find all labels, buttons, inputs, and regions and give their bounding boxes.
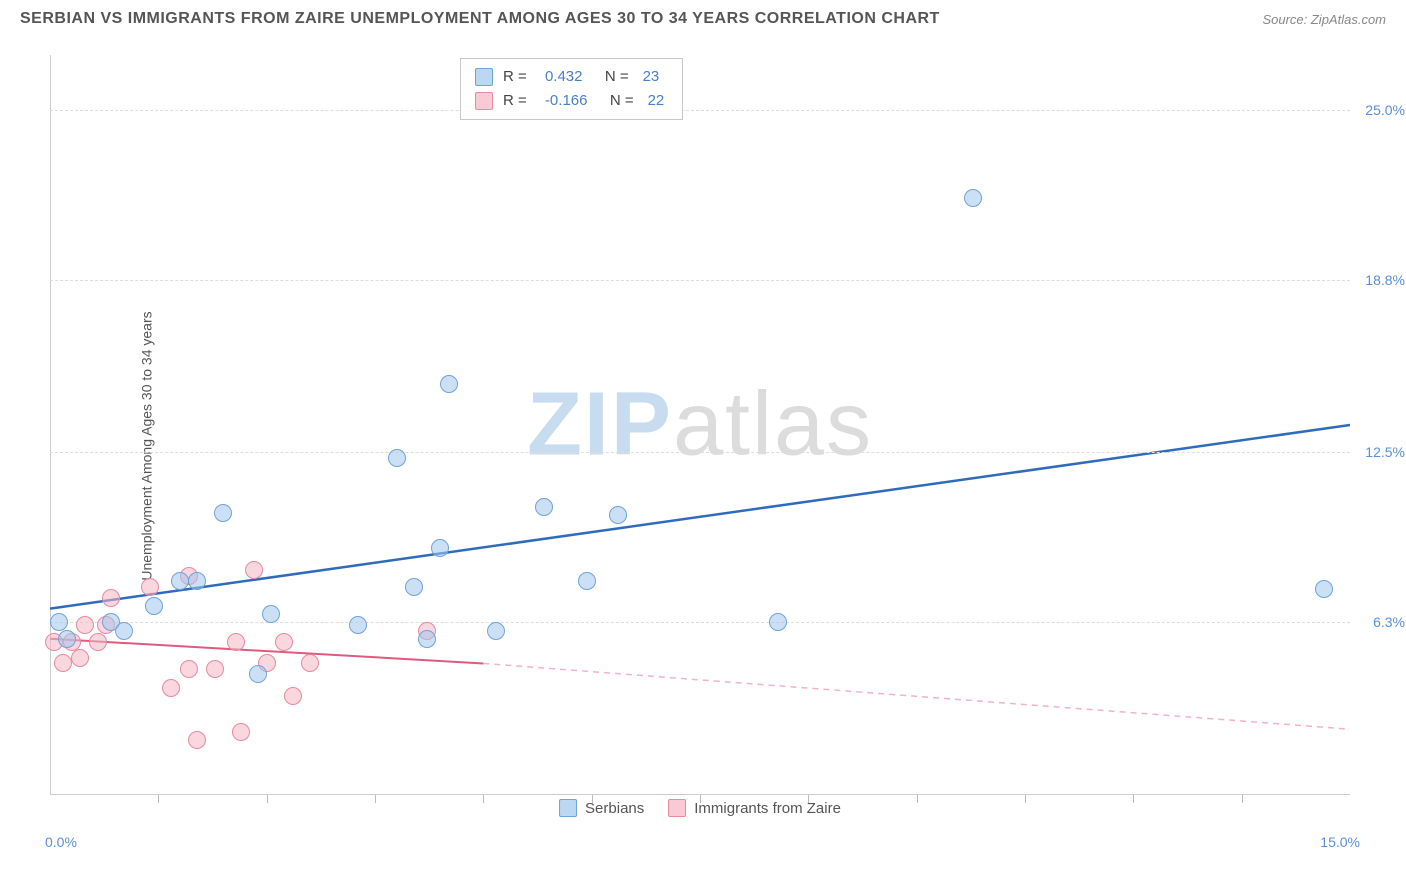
y-tick-label: 25.0% [1365, 102, 1405, 118]
legend-row-zaire: R = -0.166 N = 22 [475, 89, 668, 113]
point-serbians [188, 572, 206, 590]
grid-line-h [50, 622, 1350, 623]
y-tick-label: 6.3% [1373, 614, 1405, 630]
plot-area: 6.3%12.5%18.8%25.0%0.0%15.0% [50, 55, 1350, 825]
x-tick-mark [267, 795, 268, 803]
swatch-blue [559, 799, 577, 817]
swatch-pink [668, 799, 686, 817]
point-zaire [180, 660, 198, 678]
grid-line-h [50, 110, 1350, 111]
x-tick-mark [158, 795, 159, 803]
point-zaire [162, 679, 180, 697]
point-zaire [54, 654, 72, 672]
swatch-pink [475, 92, 493, 110]
point-serbians [262, 605, 280, 623]
point-zaire [76, 616, 94, 634]
x-tick-label: 0.0% [45, 834, 77, 850]
x-tick-mark [1242, 795, 1243, 803]
point-serbians [50, 613, 68, 631]
point-zaire [227, 633, 245, 651]
point-zaire [141, 578, 159, 596]
grid-line-h [50, 452, 1350, 453]
x-tick-label: 15.0% [1320, 834, 1360, 850]
y-tick-label: 18.8% [1365, 272, 1405, 288]
correlation-legend: R = 0.432 N = 23 R = -0.166 N = 22 [460, 58, 683, 120]
trend-lines [50, 55, 1350, 825]
point-zaire [245, 561, 263, 579]
point-serbians [249, 665, 267, 683]
x-tick-mark [375, 795, 376, 803]
legend-row-serbians: R = 0.432 N = 23 [475, 65, 668, 89]
point-zaire [89, 633, 107, 651]
legend-item-zaire: Immigrants from Zaire [668, 799, 841, 817]
x-tick-mark [917, 795, 918, 803]
point-serbians [487, 622, 505, 640]
point-serbians [214, 504, 232, 522]
point-serbians [609, 506, 627, 524]
point-serbians [431, 539, 449, 557]
point-zaire [284, 687, 302, 705]
swatch-blue [475, 68, 493, 86]
y-tick-label: 12.5% [1365, 444, 1405, 460]
point-serbians [145, 597, 163, 615]
point-zaire [301, 654, 319, 672]
chart-area: ZIPatlas 6.3%12.5%18.8%25.0%0.0%15.0% R … [50, 55, 1350, 825]
point-serbians [388, 449, 406, 467]
point-zaire [275, 633, 293, 651]
point-serbians [349, 616, 367, 634]
point-zaire [232, 723, 250, 741]
legend-item-serbians: Serbians [559, 799, 644, 817]
point-serbians [440, 375, 458, 393]
point-serbians [964, 189, 982, 207]
x-tick-mark [1133, 795, 1134, 803]
point-serbians [171, 572, 189, 590]
point-zaire [71, 649, 89, 667]
point-zaire [206, 660, 224, 678]
point-zaire [188, 731, 206, 749]
point-serbians [58, 630, 76, 648]
chart-header: SERBIAN VS IMMIGRANTS FROM ZAIRE UNEMPLO… [0, 0, 1406, 34]
grid-line-h [50, 280, 1350, 281]
source-label: Source: ZipAtlas.com [1262, 12, 1386, 27]
point-serbians [405, 578, 423, 596]
x-tick-mark [483, 795, 484, 803]
chart-title: SERBIAN VS IMMIGRANTS FROM ZAIRE UNEMPLO… [20, 10, 940, 28]
point-serbians [418, 630, 436, 648]
point-zaire [102, 589, 120, 607]
point-serbians [115, 622, 133, 640]
x-tick-mark [1025, 795, 1026, 803]
point-serbians [578, 572, 596, 590]
y-axis-line [50, 55, 51, 795]
point-serbians [535, 498, 553, 516]
point-serbians [769, 613, 787, 631]
series-legend: Serbians Immigrants from Zaire [559, 799, 841, 817]
point-serbians [1315, 580, 1333, 598]
